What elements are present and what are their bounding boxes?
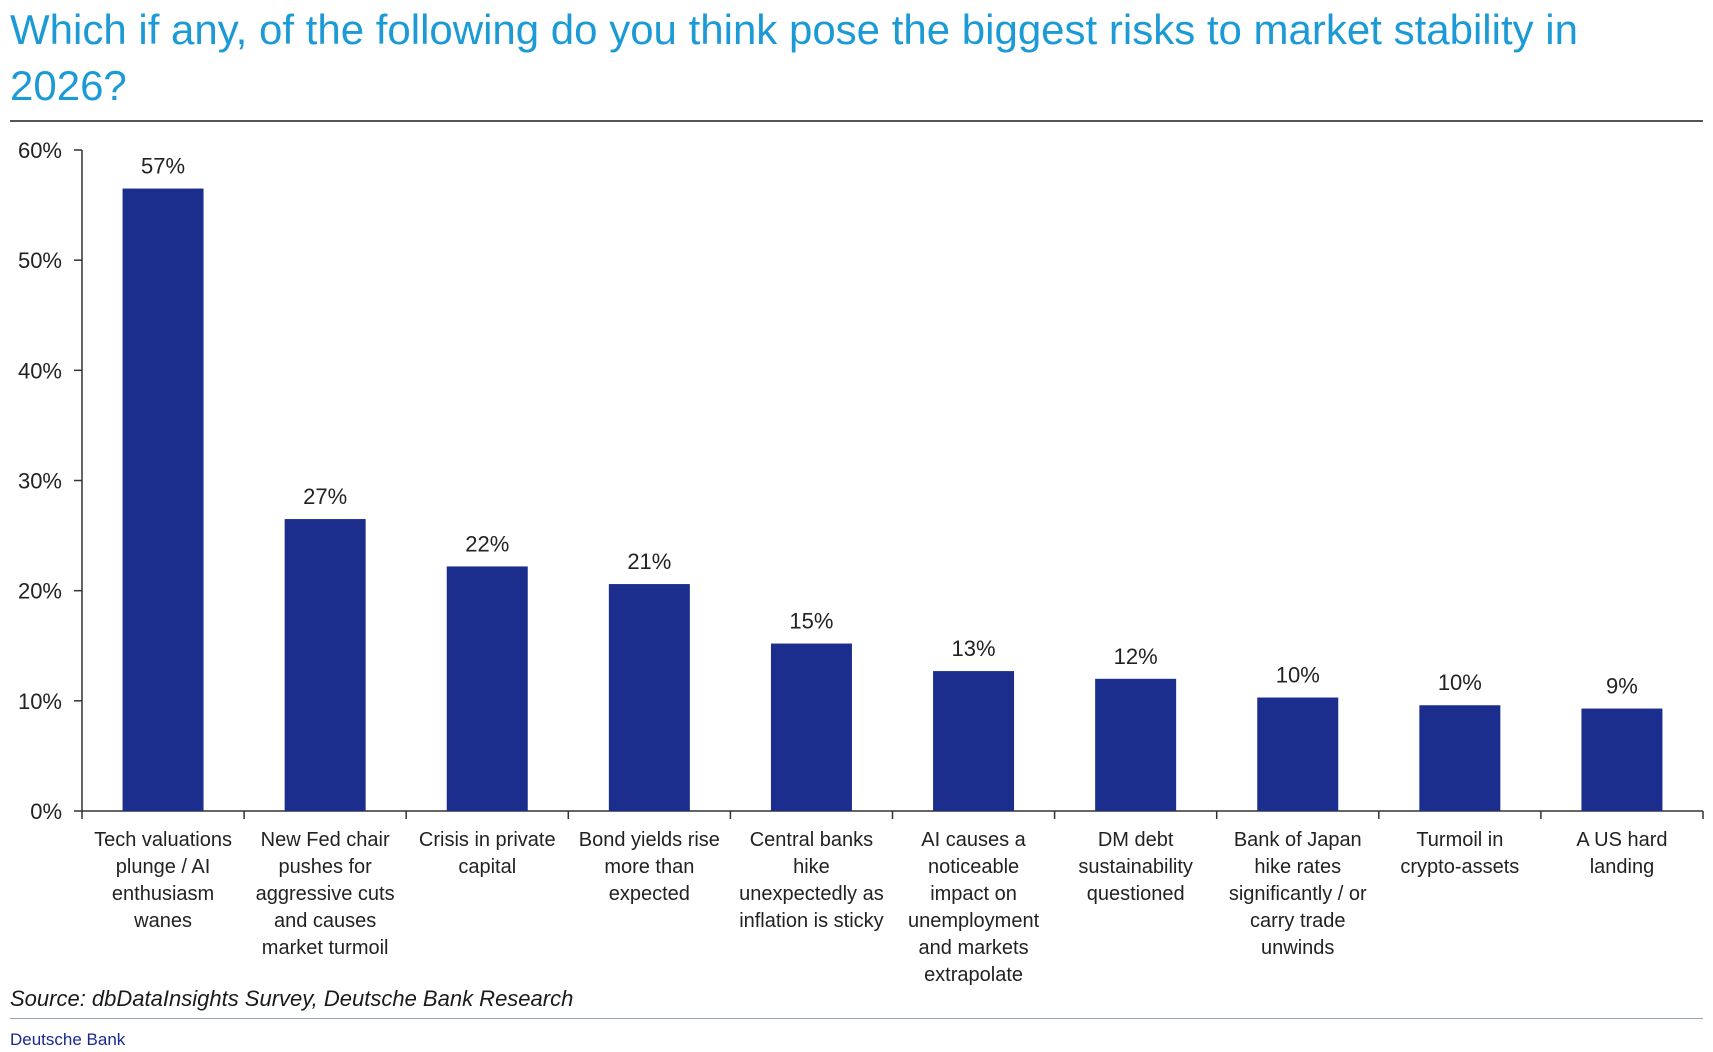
bar — [608, 584, 690, 811]
y-tick-label: 60% — [18, 138, 62, 163]
source-note: Source: dbDataInsights Survey, Deutsche … — [10, 986, 574, 1011]
y-tick-label: 10% — [18, 689, 62, 714]
category-label-line: sustainability — [1078, 856, 1193, 878]
y-axis: 0% 10% 20% 30% 40% 50% 60% — [18, 138, 83, 824]
category-label-line: Central banks — [750, 829, 873, 851]
data-label: 27% — [303, 484, 347, 509]
bar — [446, 566, 528, 811]
category-label-line: carry trade — [1250, 910, 1346, 932]
y-tick-label: 50% — [18, 248, 62, 273]
bar — [1095, 678, 1177, 811]
category-label-line: expected — [609, 883, 690, 905]
data-label: 21% — [627, 549, 671, 574]
y-tick-label: 40% — [18, 358, 62, 383]
data-label: 57% — [141, 154, 185, 179]
category-label-line: crypto-assets — [1400, 856, 1519, 878]
y-tick-label: 0% — [30, 799, 62, 824]
category-label-line: hike rates — [1254, 856, 1341, 878]
category-label-line: aggressive cuts — [256, 883, 395, 905]
category-label: AI causes a noticeable impact on unemployme… — [908, 829, 1040, 986]
data-labels: 57% 27% 22% 21% 15% 13% 12% 10% 10% 9% — [141, 154, 1638, 699]
category-label: Tech valuations plunge / AI enthusiasm wane… — [94, 829, 232, 932]
category-label: Crisis in private capital — [419, 829, 556, 878]
category-labels: Tech valuations plunge / AI enthusiasm wane… — [94, 829, 1667, 986]
category-label-line: plunge / AI — [116, 856, 211, 878]
category-label-line: more than — [604, 856, 694, 878]
category-label-line: A US hard — [1576, 829, 1667, 851]
bars — [122, 188, 1663, 811]
category-label-line: hike — [793, 856, 830, 878]
bar — [1419, 705, 1501, 811]
bar — [122, 188, 204, 811]
bar-chart: 0% 10% 20% 30% 40% 50% 60% 57% 27% 22% 21% 15% 13% 1… — [18, 138, 1704, 986]
data-label: 13% — [952, 636, 996, 661]
category-label-line: enthusiasm — [112, 883, 214, 905]
category-label-line: unexpectedly as — [739, 883, 884, 905]
category-label-line: Crisis in private — [419, 829, 556, 851]
category-label: DM debt sustainability questioned — [1078, 829, 1193, 905]
category-label-line: DM debt — [1098, 829, 1174, 851]
category-label-line: noticeable — [928, 856, 1019, 878]
category-label-line: inflation is sticky — [739, 910, 884, 932]
bar — [770, 643, 852, 811]
x-axis — [81, 810, 1704, 819]
category-label-line: significantly / or — [1229, 883, 1367, 905]
category-label-line: Bond yields rise — [579, 829, 720, 851]
data-label: 10% — [1276, 663, 1320, 688]
data-label: 10% — [1438, 670, 1482, 695]
y-tick-label: 20% — [18, 579, 62, 604]
chart-title: Which if any, of the following do you th… — [10, 6, 1578, 109]
category-label-line: AI causes a — [921, 829, 1026, 851]
category-label-line: unwinds — [1261, 937, 1334, 959]
data-label: 12% — [1114, 644, 1158, 669]
category-label: Central banks hike unexpectedly as inflatio… — [739, 829, 884, 932]
category-label-line: landing — [1590, 856, 1655, 878]
bar — [1581, 708, 1663, 811]
category-label-line: capital — [458, 856, 516, 878]
footer-divider — [10, 1018, 1703, 1019]
category-label-line: Bank of Japan — [1234, 829, 1362, 851]
category-label-line: questioned — [1087, 883, 1185, 905]
category-label-line: extrapolate — [924, 964, 1023, 986]
y-tick-label: 30% — [18, 469, 62, 494]
category-label: A US hard landing — [1576, 829, 1667, 878]
category-label: Turmoil in crypto-assets — [1400, 829, 1519, 878]
category-label-line: unemployment — [908, 910, 1040, 932]
data-label: 15% — [789, 609, 833, 634]
category-label: Bank of Japan hike rates significantly / o… — [1229, 829, 1367, 959]
brand-name: Deutsche Bank — [10, 1030, 126, 1049]
data-label: 9% — [1606, 674, 1638, 699]
bar — [933, 671, 1015, 811]
category-label-line: wanes — [133, 910, 192, 932]
category-label-line: Turmoil in — [1416, 829, 1503, 851]
data-label: 22% — [465, 531, 509, 556]
category-label-line: New Fed chair — [261, 829, 390, 851]
category-label: New Fed chair pushes for aggressive cuts an… — [256, 829, 395, 959]
category-label: Bond yields rise more than expected — [579, 829, 720, 905]
category-label-line: pushes for — [278, 856, 372, 878]
category-label-line: and markets — [919, 937, 1029, 959]
category-label-line: market turmoil — [262, 937, 389, 959]
category-label-line: Tech valuations — [94, 829, 232, 851]
category-label-line: and causes — [274, 910, 376, 932]
bar — [1257, 697, 1339, 811]
bar — [284, 519, 366, 811]
title-divider — [10, 120, 1703, 122]
category-label-line: impact on — [930, 883, 1017, 905]
